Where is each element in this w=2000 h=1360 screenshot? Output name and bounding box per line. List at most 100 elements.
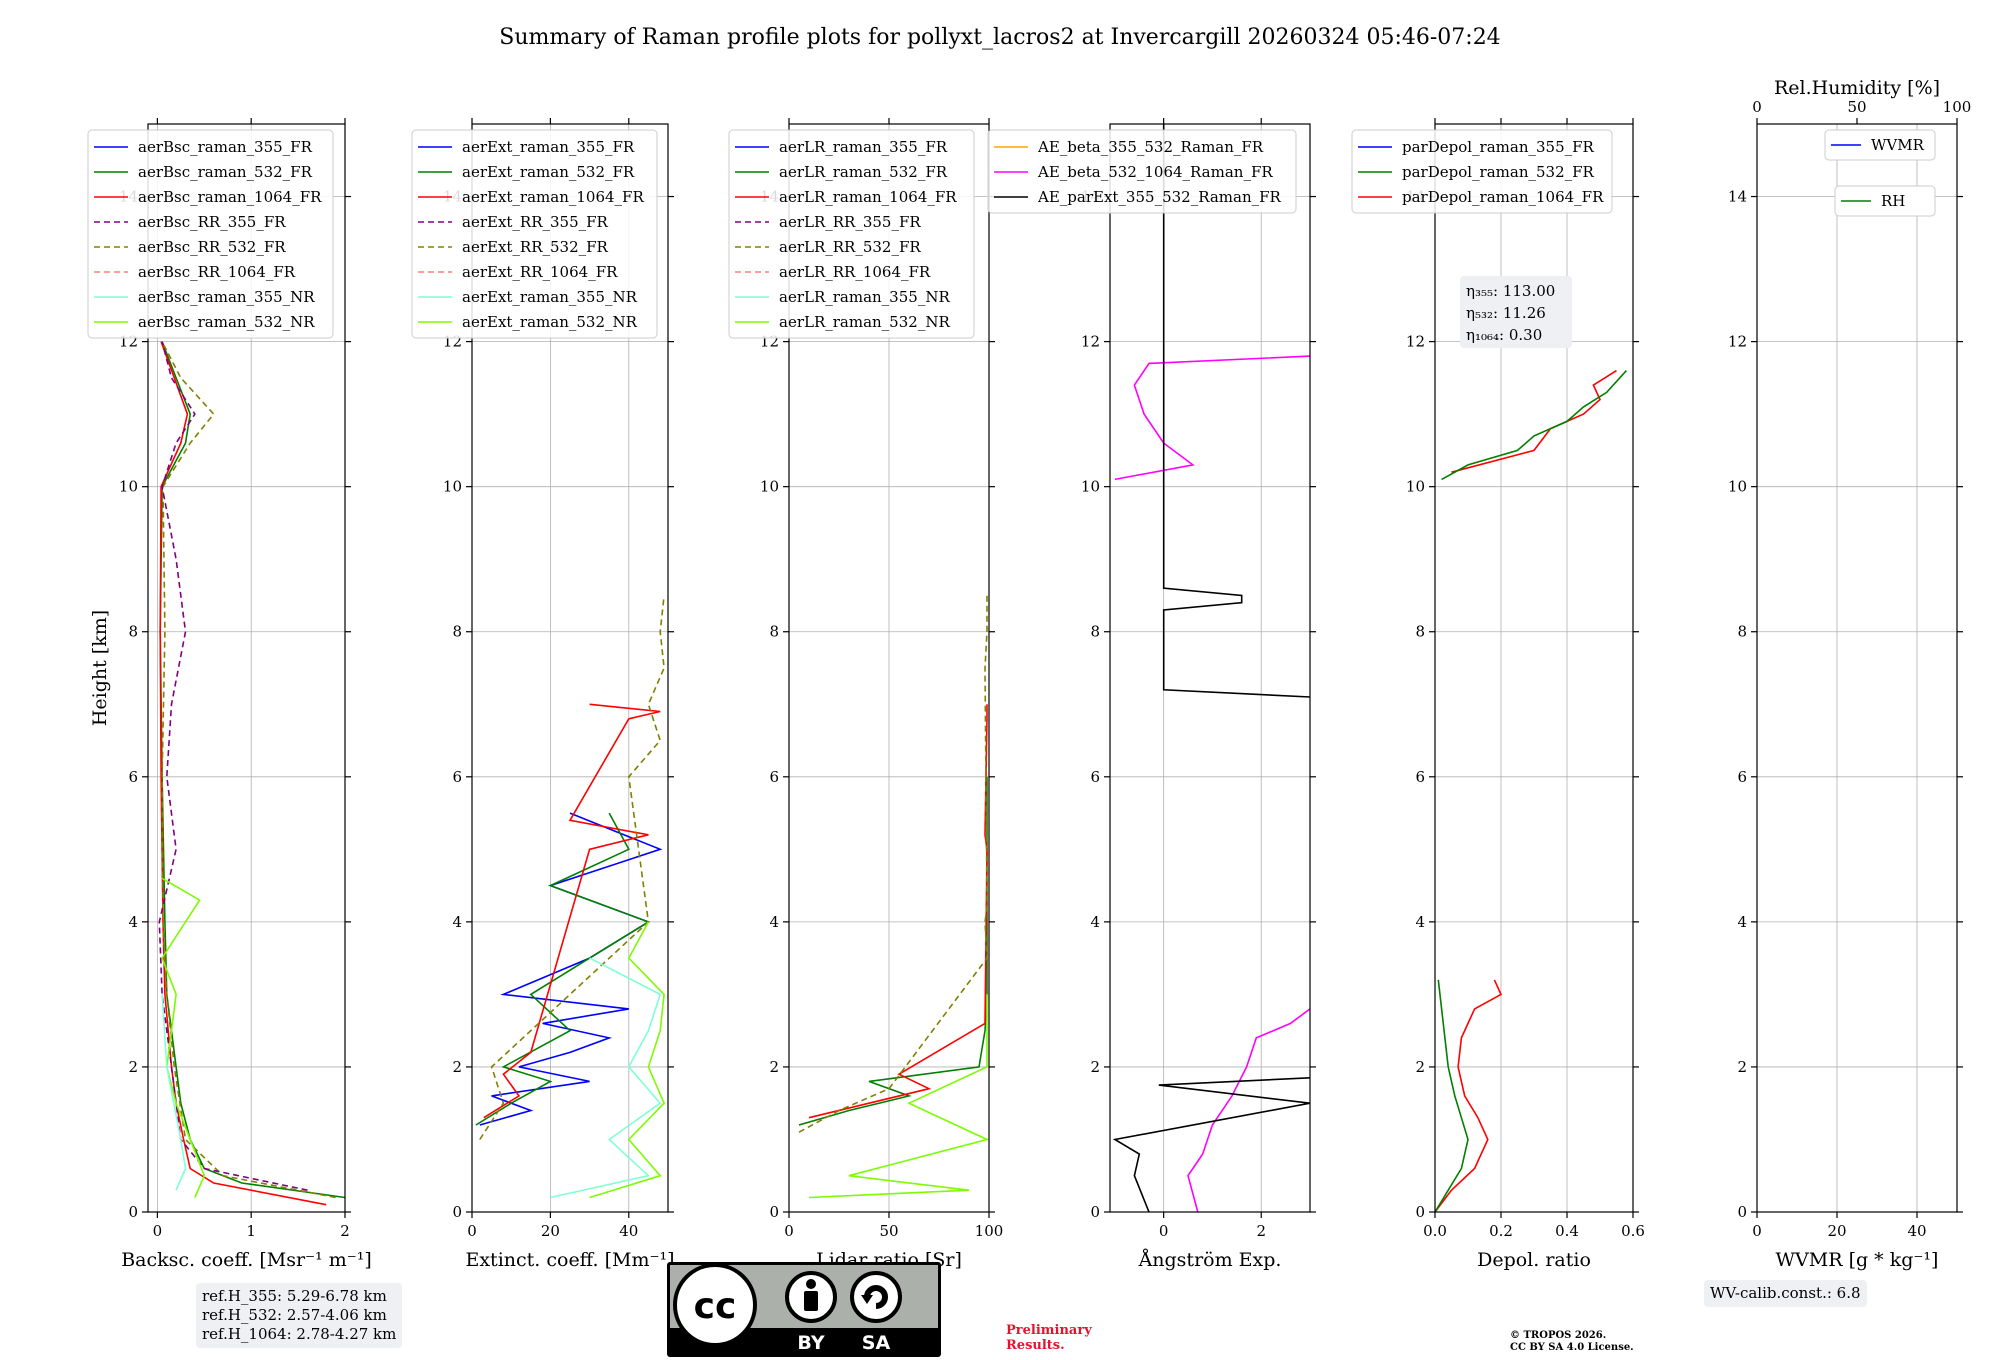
y-tick-label: 8 [1090, 623, 1100, 641]
y-tick-label: 8 [769, 623, 779, 641]
legend-extinction: aerExt_raman_355_FR aerExt_raman_532_FRae… [411, 129, 658, 339]
legend-label: aerExt_RR_1064_FR [462, 263, 618, 281]
y-tick-label: 6 [452, 768, 462, 786]
y-tick-label: 10 [1081, 478, 1100, 496]
y-tick-label: 8 [452, 623, 462, 641]
legend-WVMR: WVMR [1824, 129, 1936, 161]
y-tick-label: 4 [1090, 913, 1100, 931]
series-group [798, 595, 989, 1199]
eta-value: η₅₃₂: 11.26 [1466, 304, 1546, 322]
legend-label: aerLR_RR_1064_FR [779, 263, 931, 281]
series-line-AE_beta_532_1064_Raman_FR [1114, 355, 1310, 481]
panel-lidar_ratio: 02468101214050100Lidar ratio [Sr]aerLR_r… [728, 118, 1004, 1271]
series-group [475, 595, 666, 1199]
x-axis-label: Extinct. coeff. [Mm⁻¹] [465, 1249, 674, 1271]
series-line-aerBsc_RR_532_FR [161, 341, 336, 1199]
wv-calibration-box: WV-calib.const.: 6.8 [1704, 1280, 1867, 1307]
legend-label: aerLR_RR_355_FR [779, 213, 921, 231]
x-tick-label: 0 [1752, 1222, 1762, 1240]
legend-label: aerBsc_raman_355_NR [138, 288, 315, 306]
x-tick-label: 2 [1256, 1222, 1266, 1240]
ref-height-1064: ref.H_1064: 2.78-4.27 km [202, 1325, 397, 1343]
top-tick-label: 100 [1943, 98, 1972, 116]
y-tick-label: 2 [452, 1058, 462, 1076]
y-tick-label: 12 [1081, 333, 1100, 351]
y-tick-label: 4 [452, 913, 462, 931]
x-tick-label: 1 [246, 1222, 256, 1240]
legend-label: AE_beta_532_1064_Raman_FR [1037, 163, 1273, 181]
series-line-parDepol_raman_1064_FR [1451, 369, 1617, 473]
series-line-aerLR_raman_532_NR [808, 994, 989, 1199]
series-line-aerLR_raman_1064_FR [808, 704, 988, 1119]
legend-label: aerExt_RR_355_FR [462, 213, 609, 231]
cc-icon-label: cc [694, 1286, 737, 1327]
panel-backscatter: 02468101214012Backsc. coeff. [Msr⁻¹ m⁻¹]… [87, 118, 372, 1271]
x-tick-label: 20 [1827, 1222, 1846, 1240]
by-label: BY [797, 1332, 824, 1354]
y-tick-label: 14 [1728, 188, 1747, 206]
legend-label: AE_beta_355_532_Raman_FR [1037, 138, 1264, 156]
y-tick-label: 2 [128, 1058, 138, 1076]
y-tick-label: 10 [443, 478, 462, 496]
y-tick-label: 8 [128, 623, 138, 641]
series-line-parDepol_raman_1064_FR [1435, 979, 1503, 1212]
legend-label: aerExt_RR_532_FR [462, 238, 609, 256]
legend-label: aerExt_raman_532_FR [462, 163, 635, 181]
x-tick-label: 0.2 [1489, 1222, 1513, 1240]
y-tick-label: 6 [1090, 768, 1100, 786]
reference-height-box: ref.H_355: 5.29-6.78 km ref.H_532: 2.57-… [196, 1283, 403, 1348]
legend-label: parDepol_raman_1064_FR [1402, 188, 1604, 206]
y-tick-label: 4 [128, 913, 138, 931]
x-tick-label: 50 [879, 1222, 898, 1240]
legend-label: aerLR_RR_532_FR [779, 238, 921, 256]
series-group [1435, 369, 1627, 1212]
eta-value: η₃₅₅: 113.00 [1466, 282, 1555, 300]
x-tick-label: 0 [467, 1222, 477, 1240]
y-tick-label: 0 [1090, 1203, 1100, 1221]
x-tick-label: 20 [541, 1222, 560, 1240]
y-tick-label: 12 [1406, 333, 1425, 351]
series-line-aerBsc_raman_1064_FR [159, 341, 327, 1206]
y-tick-label: 2 [769, 1058, 779, 1076]
series-line-aerBsc_raman_532_FR [159, 341, 345, 1199]
series-line-aerLR_RR_532_FR [798, 595, 988, 1133]
legend-label: aerExt_raman_1064_FR [462, 188, 644, 206]
axes-frame [1756, 123, 1958, 1213]
legend-label: aerBsc_RR_355_FR [138, 213, 286, 231]
legend-label: aerBsc_raman_355_FR [138, 138, 313, 156]
panel-extinction: 0246810121402040Extinct. coeff. [Mm⁻¹]ae… [411, 118, 675, 1271]
legend-label: aerBsc_RR_1064_FR [138, 263, 296, 281]
x-tick-label: 0 [1159, 1222, 1169, 1240]
axes-frame [1109, 123, 1311, 1213]
x-tick-label: 100 [975, 1222, 1004, 1240]
x-tick-label: 0 [784, 1222, 794, 1240]
x-axis-label: WVMR [g * kg⁻¹] [1776, 1249, 1939, 1271]
cc-license-badge: cc BY SA [667, 1262, 941, 1357]
legend-lidar_ratio: aerLR_raman_355_FR aerLR_raman_532_FR aerL… [728, 129, 975, 339]
legend-label: aerBsc_raman_1064_FR [138, 188, 322, 206]
legend-label: AE_parExt_355_532_Raman_FR [1037, 188, 1282, 206]
y-tick-label: 10 [1728, 478, 1747, 496]
series-line-parDepol_raman_532_FR [1441, 370, 1627, 481]
series-line-parDepol_raman_532_FR [1435, 979, 1469, 1212]
legend-label: aerBsc_RR_532_FR [138, 238, 286, 256]
y-tick-label: 6 [128, 768, 138, 786]
legend-label: aerExt_raman_355_FR [462, 138, 635, 156]
legend-label: aerBsc_raman_532_FR [138, 163, 313, 181]
legend-angstrom: AE_beta_355_532_Raman_FR AE_beta_532_1064… [987, 129, 1297, 214]
y-tick-label: 10 [1406, 478, 1425, 496]
legend-label: aerBsc_raman_532_NR [138, 313, 315, 331]
cc-icon [673, 1263, 757, 1347]
series-line-aerLR_raman_532_FR [798, 776, 988, 1126]
y-tick-label: 6 [1737, 768, 1747, 786]
y-tick-label: 6 [1415, 768, 1425, 786]
panel-angstrom: 0246810121402Ångström Exp.AE_beta_355_53… [987, 118, 1316, 1271]
series-line-AE_parExt_355_532_Raman_FR [1112, 1077, 1310, 1212]
top-tick-label: 50 [1847, 98, 1866, 116]
x-tick-label: 40 [619, 1222, 638, 1240]
y-tick-label: 4 [1737, 913, 1747, 931]
eta-value: η₁₀₆₄: 0.30 [1466, 326, 1542, 344]
series-line-aerBsc_RR_355_FR [158, 341, 308, 1191]
y-tick-label: 2 [1737, 1058, 1747, 1076]
